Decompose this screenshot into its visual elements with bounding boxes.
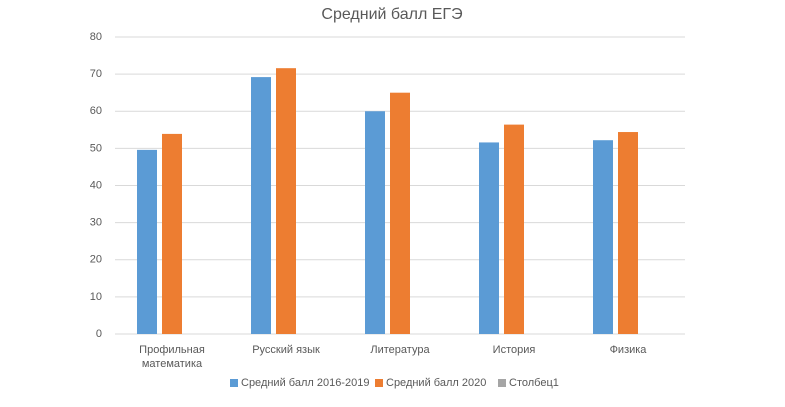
legend-swatch bbox=[375, 379, 383, 387]
y-tick-label: 40 bbox=[90, 179, 102, 191]
y-tick-label: 60 bbox=[90, 105, 102, 117]
x-tick-label: Физика bbox=[610, 344, 648, 356]
x-tick-label: История bbox=[493, 344, 536, 356]
legend-label: Столбец1 bbox=[509, 377, 559, 389]
y-tick-label: 50 bbox=[90, 142, 102, 154]
y-tick-label: 20 bbox=[90, 254, 102, 266]
legend-label: Средний балл 2016-2019 bbox=[241, 377, 369, 389]
y-tick-label: 0 bbox=[96, 328, 102, 340]
bar bbox=[137, 149, 157, 334]
x-tick-label: Русский язык bbox=[252, 344, 320, 356]
bar bbox=[390, 92, 410, 334]
bar bbox=[504, 124, 524, 335]
y-tick-label: 80 bbox=[90, 31, 102, 43]
chart-title: Средний балл ЕГЭ bbox=[321, 6, 462, 23]
x-tick-label: Профильная математика bbox=[139, 344, 205, 370]
y-tick-label: 30 bbox=[90, 217, 102, 229]
y-tick-label: 70 bbox=[90, 68, 102, 80]
bar bbox=[618, 132, 638, 334]
legend-swatch bbox=[498, 379, 506, 387]
bar bbox=[479, 142, 499, 334]
x-tick-label: Литература bbox=[370, 344, 430, 356]
legend-swatch bbox=[230, 379, 238, 387]
bar bbox=[162, 133, 182, 334]
bar bbox=[276, 68, 296, 334]
bar bbox=[593, 140, 613, 334]
bar bbox=[251, 77, 271, 334]
y-tick-label: 10 bbox=[90, 291, 102, 303]
bar bbox=[365, 111, 385, 334]
legend-label: Средний балл 2020 bbox=[386, 377, 486, 389]
